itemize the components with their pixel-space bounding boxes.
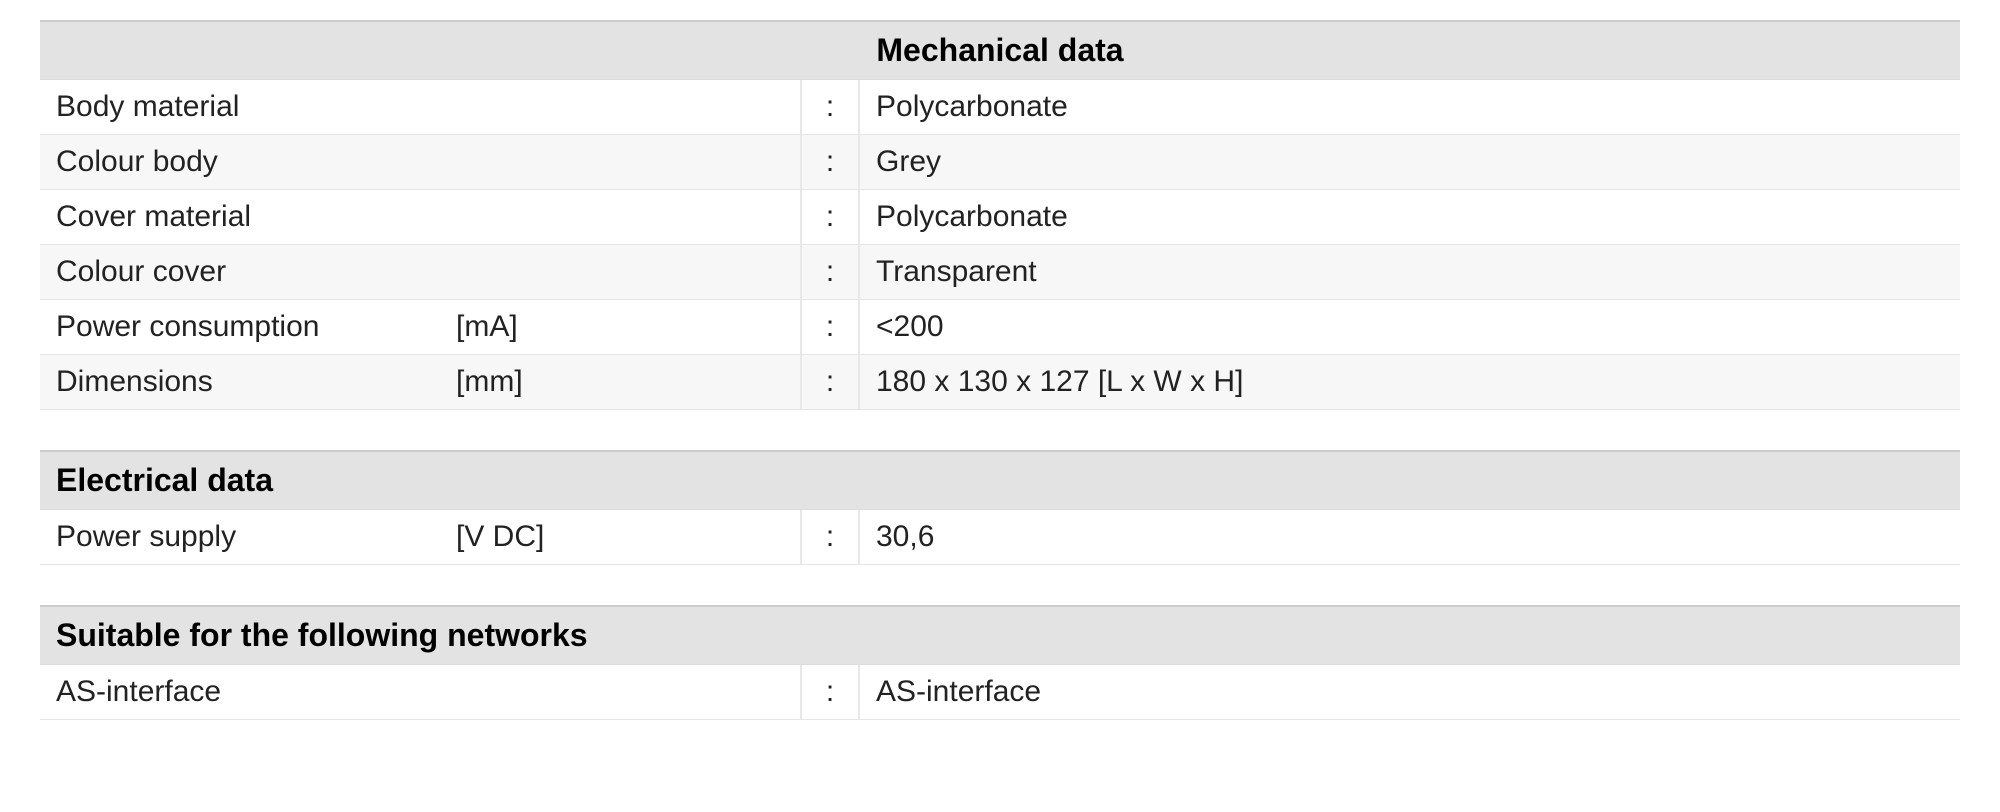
table-row: Cover material : Polycarbonate [40, 190, 1960, 245]
section-header-mechanical: Mechanical data [40, 20, 1960, 80]
cell-value: <200 [860, 300, 1960, 354]
table-row: Power consumption [mA] : <200 [40, 300, 1960, 355]
cell-unit: [mm] [440, 355, 800, 409]
cell-label: AS-interface [40, 665, 440, 719]
cell-label: Power supply [40, 510, 440, 564]
cell-colon: : [800, 190, 860, 244]
cell-label: Colour cover [40, 245, 440, 299]
cell-label: Body material [40, 80, 440, 134]
table-row: Body material : Polycarbonate [40, 80, 1960, 135]
section-header-electrical: Electrical data [40, 450, 1960, 510]
cell-value: Polycarbonate [860, 190, 1960, 244]
section-mechanical: Mechanical data Body material : Polycarb… [40, 20, 1960, 410]
cell-value: 180 x 130 x 127 [L x W x H] [860, 355, 1960, 409]
section-header-networks: Suitable for the following networks [40, 605, 1960, 665]
cell-colon: : [800, 510, 860, 564]
section-networks: Suitable for the following networks AS-i… [40, 605, 1960, 720]
cell-value: Polycarbonate [860, 80, 1960, 134]
table-row: Power supply [V DC] : 30,6 [40, 510, 1960, 565]
cell-colon: : [800, 245, 860, 299]
cell-colon: : [800, 300, 860, 354]
cell-colon: : [800, 135, 860, 189]
cell-label: Cover material [40, 190, 440, 244]
cell-unit [440, 80, 800, 134]
cell-colon: : [800, 355, 860, 409]
cell-colon: : [800, 665, 860, 719]
section-electrical: Electrical data Power supply [V DC] : 30… [40, 450, 1960, 565]
table-row: AS-interface : AS-interface [40, 665, 1960, 720]
table-row: Colour body : Grey [40, 135, 1960, 190]
cell-unit [440, 245, 800, 299]
cell-unit [440, 665, 800, 719]
cell-label: Colour body [40, 135, 440, 189]
cell-label: Dimensions [40, 355, 440, 409]
table-row: Colour cover : Transparent [40, 245, 1960, 300]
cell-unit: [V DC] [440, 510, 800, 564]
cell-value: AS-interface [860, 665, 1960, 719]
cell-value: Grey [860, 135, 1960, 189]
cell-unit [440, 135, 800, 189]
cell-value: 30,6 [860, 510, 1960, 564]
cell-value: Transparent [860, 245, 1960, 299]
cell-unit [440, 190, 800, 244]
cell-colon: : [800, 80, 860, 134]
table-row: Dimensions [mm] : 180 x 130 x 127 [L x W… [40, 355, 1960, 410]
cell-unit: [mA] [440, 300, 800, 354]
cell-label: Power consumption [40, 300, 440, 354]
